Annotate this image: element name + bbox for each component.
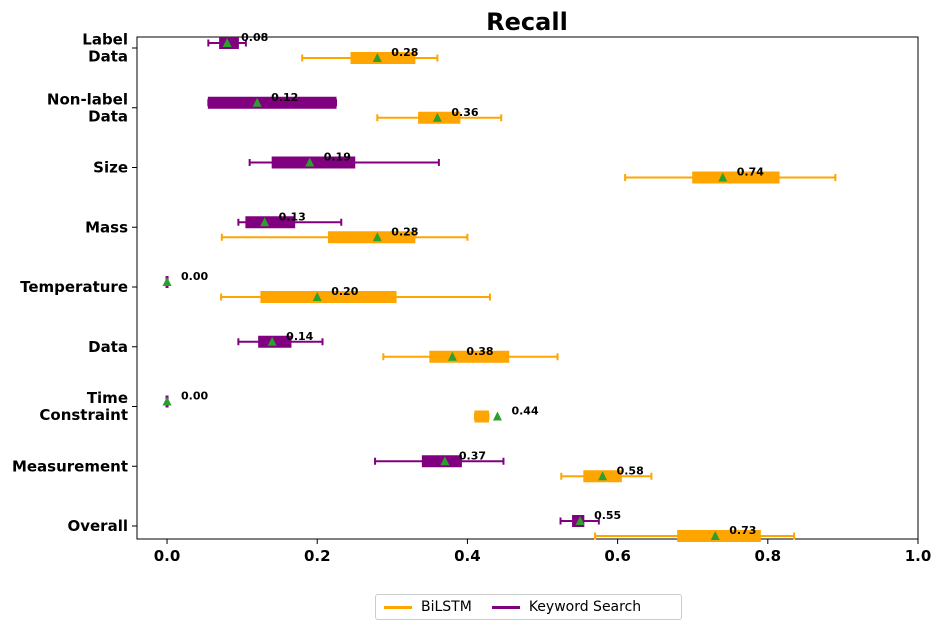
- keyword-search-box-3: [245, 216, 296, 229]
- bilstm-value-label-5: 0.38: [466, 345, 493, 358]
- bilstm-box-8: [677, 530, 761, 542]
- bilstm-mean-8: [710, 531, 720, 540]
- legend-item-keyword-search: Keyword Search: [491, 599, 642, 615]
- keyword-search-mean-5: [267, 336, 277, 346]
- plot-area: 0.0 0.2 0.4 0.6 0.8 1.0 Label Data Non-label Data…: [12, 31, 931, 566]
- keyword-search-value-label-0: 0.08: [241, 31, 268, 44]
- legend-label-keyword-search: Keyword Search: [528, 599, 642, 615]
- y-tick-label-4: Temperature: [20, 278, 128, 296]
- bilstm-mean-6: [492, 411, 502, 421]
- keyword-search-mean-7: [440, 456, 450, 466]
- keyword-search-value-label-8: 0.55: [594, 509, 621, 522]
- x-tick-label-4: 0.8: [755, 547, 782, 565]
- keyword-search-value-label-1: 0.12: [271, 91, 298, 104]
- bilstm-value-label-3: 0.28: [391, 225, 418, 238]
- x-tick-label-1: 0.2: [304, 547, 331, 565]
- x-tick-label-3: 0.6: [604, 547, 631, 565]
- bilstm-value-label-2: 0.74: [737, 166, 764, 179]
- keyword-search-mean-3: [260, 217, 270, 227]
- keyword-search-mean-0: [222, 38, 232, 47]
- bilstm-mean-5: [447, 351, 457, 361]
- keyword-search-value-label-5: 0.14: [286, 330, 313, 343]
- keyword-search-value-label-3: 0.13: [279, 210, 306, 223]
- legend-label-bilstm: BiLSTM: [421, 599, 472, 615]
- keyword-search-mean-4: [162, 277, 172, 286]
- keyword-search-box-2: [271, 156, 356, 169]
- bilstm-box-4: [260, 291, 397, 303]
- keyword-search-value-label-4: 0.00: [181, 270, 208, 283]
- bilstm-box-2: [692, 171, 780, 184]
- bilstm-value-label-0: 0.28: [391, 46, 418, 59]
- recall-chart: Recall 0.0 0.2 0.4 0.6 0.8 1.0 Label Data Non-la…: [12, 8, 931, 566]
- legend-line-keyword-search: [491, 605, 520, 609]
- bilstm-mean-1: [432, 112, 442, 122]
- x-tick-label-5: 1.0: [905, 547, 932, 565]
- keyword-search-value-label-2: 0.19: [324, 151, 351, 164]
- keyword-search-box-5: [258, 335, 292, 348]
- legend-line-bilstm: [384, 605, 412, 609]
- bilstm-box-6: [474, 410, 489, 423]
- y-tick-label-8: Overall: [67, 517, 128, 535]
- keyword-search-mean-6: [162, 396, 172, 406]
- keyword-search-box-7: [421, 455, 462, 468]
- bilstm-mean-0: [372, 53, 382, 62]
- bilstm-box-3: [327, 231, 416, 244]
- y-tick-label-6: Time Constraint: [39, 389, 128, 424]
- y-tick-label-0: Label Data: [82, 31, 128, 66]
- keyword-search-mean-8: [575, 516, 585, 525]
- keyword-search-box-1: [207, 96, 337, 109]
- bilstm-value-label-4: 0.20: [331, 285, 358, 298]
- bilstm-box-0: [350, 52, 416, 64]
- bilstm-mean-4: [312, 292, 322, 301]
- keyword-search-value-label-7: 0.37: [459, 449, 486, 462]
- y-tick-label-3: Mass: [85, 218, 128, 236]
- legend-item-bilstm: BiLSTM: [384, 599, 472, 615]
- keyword-search-mean-1: [252, 97, 262, 107]
- keyword-search-value-label-6: 0.00: [181, 390, 208, 403]
- y-tick-label-1: Non-label Data: [47, 90, 128, 125]
- bilstm-value-label-6: 0.44: [511, 405, 538, 418]
- plot-frame: [136, 36, 919, 540]
- bilstm-value-label-7: 0.58: [617, 464, 644, 477]
- y-tick-label-2: Size: [93, 159, 128, 177]
- bilstm-mean-2: [718, 172, 728, 182]
- bilstm-value-label-1: 0.36: [451, 106, 478, 119]
- bilstm-box-5: [429, 350, 510, 363]
- bilstm-mean-3: [372, 232, 382, 242]
- y-tick-label-7: Measurement: [12, 457, 128, 475]
- bilstm-mean-7: [598, 471, 608, 481]
- x-tick-label-0: 0.0: [154, 547, 181, 565]
- y-tick-label-5: Data: [88, 338, 128, 356]
- keyword-search-mean-2: [305, 157, 315, 167]
- legend: BiLSTM Keyword Search: [375, 594, 682, 620]
- x-tick-label-2: 0.4: [454, 547, 481, 565]
- chart-title: Recall: [486, 8, 568, 36]
- bilstm-value-label-8: 0.73: [729, 524, 756, 537]
